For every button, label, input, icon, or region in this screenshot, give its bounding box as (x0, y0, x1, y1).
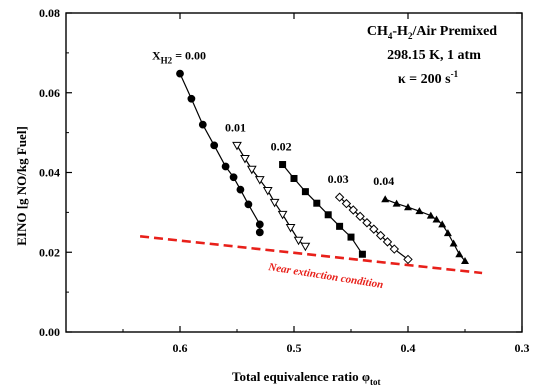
y-tick-label: 0.00 (39, 325, 60, 339)
data-point (240, 155, 250, 164)
series-labels: XH2 = 0.00 0.01 0.02 0.03 0.04 (152, 49, 394, 189)
series-line (339, 196, 409, 260)
series-0.01 (232, 141, 311, 252)
data-point (198, 120, 207, 129)
series-layer (176, 69, 469, 265)
annotation-box: CH4-H2/Air Premixed 298.15 K, 1 atm κ = … (367, 24, 497, 87)
data-point (262, 186, 273, 196)
data-point (246, 165, 257, 175)
data-point (355, 211, 365, 222)
axis-ticks: 0.6 0.5 0.4 0.3 0.00 0.02 0.04 0.06 0.08 (39, 6, 530, 355)
data-point (210, 141, 219, 150)
data-point (389, 244, 400, 254)
data-point (255, 228, 264, 237)
data-point (269, 198, 280, 208)
data-point (392, 199, 401, 207)
x-tick-label: 0.4 (401, 341, 416, 355)
data-point (403, 254, 413, 265)
data-point (358, 250, 366, 258)
data-point (290, 174, 298, 182)
data-point (455, 250, 464, 258)
data-point (336, 222, 344, 230)
data-point (313, 199, 321, 207)
data-point (382, 237, 393, 247)
y-tick-label: 0.02 (39, 245, 60, 259)
y-tick-label: 0.04 (39, 166, 60, 180)
series-label-0.01: 0.01 (225, 120, 246, 134)
series-0.00 (176, 69, 264, 237)
x-tick-label: 0.6 (173, 341, 188, 355)
x-tick-label: 0.5 (287, 341, 302, 355)
x-tick-label: 0.3 (515, 341, 530, 355)
series-label-0.04: 0.04 (373, 174, 394, 188)
data-point (341, 198, 352, 209)
data-point (301, 188, 309, 196)
data-point (438, 220, 447, 228)
data-point (443, 229, 452, 237)
data-point (279, 161, 287, 169)
data-point (362, 218, 372, 228)
data-point (426, 211, 435, 219)
extinction-line (139, 235, 483, 275)
extinction-dashed-line (139, 235, 483, 275)
plot-area (65, 12, 523, 333)
data-point (461, 257, 469, 265)
annotation-line-2: 298.15 K, 1 atm (387, 48, 481, 63)
x-axis-title: Total equivalence ratio φtot (232, 369, 381, 387)
data-point (404, 203, 412, 211)
data-point (254, 176, 265, 185)
series-0.03 (334, 192, 413, 265)
annotation-line-3: κ = 200 s-1 (398, 69, 459, 87)
series-line (179, 73, 261, 233)
data-point (293, 236, 304, 246)
data-point (334, 192, 345, 202)
data-point (232, 141, 242, 151)
data-point (187, 94, 196, 103)
data-point (432, 215, 441, 223)
data-point (300, 242, 311, 252)
annotation-line-1: CH4-H2/Air Premixed (367, 24, 497, 41)
data-point (176, 69, 184, 78)
data-point (324, 211, 332, 219)
y-axis-title: EINO [g NO/kg Fuel] (14, 126, 29, 246)
data-point (255, 220, 264, 229)
series-0.04 (381, 195, 469, 265)
data-point (285, 224, 296, 233)
data-point (221, 162, 230, 171)
data-point (244, 200, 253, 209)
series-line (236, 145, 306, 247)
data-point (236, 185, 245, 194)
y-tick-label: 0.08 (39, 6, 60, 20)
series-label-0.00: XH2 = 0.00 (152, 49, 206, 66)
data-point (348, 205, 358, 215)
data-point (375, 230, 386, 241)
data-point (381, 195, 390, 203)
data-point (449, 239, 458, 247)
series-label-0.02: 0.02 (271, 140, 292, 154)
data-point (415, 207, 424, 215)
data-point (277, 210, 288, 220)
series-label-0.03: 0.03 (328, 172, 349, 186)
y-tick-label: 0.06 (39, 86, 60, 100)
data-point (347, 233, 355, 241)
data-point (229, 173, 238, 182)
data-point (369, 224, 379, 234)
series-0.02 (279, 161, 366, 258)
